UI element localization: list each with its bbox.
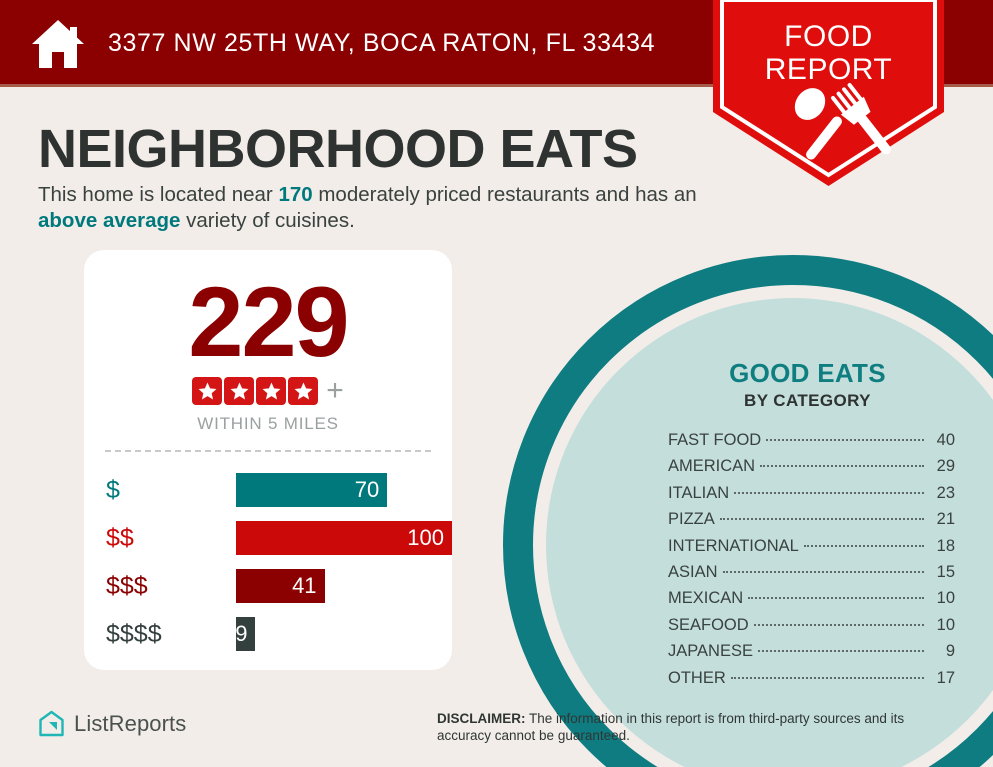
category-count: 18 xyxy=(936,536,955,555)
category-list: FAST FOOD 40 AMERICAN 29 ITALIAN 23 PIZZA 21 INT… xyxy=(660,431,955,695)
leader-dots xyxy=(734,491,924,494)
food-report-badge: FOOD REPORT xyxy=(713,0,944,186)
category-count: 21 xyxy=(936,510,955,529)
chart-row: $$ 100 xyxy=(106,514,452,562)
star-icon xyxy=(224,377,255,405)
category-label: INTERNATIONAL xyxy=(668,536,799,555)
category-label: MEXICAN xyxy=(668,589,744,608)
category-count: 17 xyxy=(936,668,955,687)
plus-sign: + xyxy=(326,374,344,407)
bar-track: 70 xyxy=(236,473,452,507)
category-count: 15 xyxy=(936,562,955,581)
category-row: OTHER 17 xyxy=(660,669,955,695)
category-row: SEAFOOD 10 xyxy=(660,616,955,642)
star-glyph xyxy=(230,382,249,400)
subtitle-highlight-variety: above average xyxy=(38,209,181,232)
bar-value: 100 xyxy=(236,521,452,555)
disclaimer-label: DISCLAIMER: xyxy=(437,711,526,726)
category-count: 29 xyxy=(936,457,955,476)
category-label: AMERICAN xyxy=(668,457,756,476)
subtitle-highlight-count: 170 xyxy=(278,183,313,206)
category-label: OTHER xyxy=(668,668,726,687)
category-label: PIZZA xyxy=(668,510,715,529)
category-count: 9 xyxy=(945,642,955,661)
bar-track: 100 xyxy=(236,521,452,555)
price-tier-label: $$$$ xyxy=(106,619,162,648)
subtitle-text-1: This home is located near xyxy=(38,183,279,206)
disclaimer: DISCLAIMER: The information in this repo… xyxy=(437,711,957,744)
price-tier-label: $$$ xyxy=(106,571,148,600)
leader-dots xyxy=(753,623,924,626)
subtitle-text-2: moderately priced restaurants and has an xyxy=(312,183,697,206)
leader-dots xyxy=(722,570,924,573)
good-eats-panel: GOOD EATS BY CATEGORY FAST FOOD 40 AMERICA… xyxy=(660,358,955,695)
category-row: ITALIAN 23 xyxy=(660,484,955,510)
leader-dots xyxy=(760,465,924,468)
category-count: 23 xyxy=(936,483,955,502)
category-row: FAST FOOD 40 xyxy=(660,431,955,457)
house-icon xyxy=(32,19,84,68)
header-content: 3377 NW 25TH WAY, BOCA RATON, FL 33434 xyxy=(0,0,655,87)
page-subtitle: This home is located near 170 moderately… xyxy=(38,182,698,234)
leader-dots xyxy=(757,650,924,653)
bar-value: 41 xyxy=(236,569,325,603)
restaurant-count: 229 xyxy=(188,266,349,377)
leader-dots xyxy=(766,439,924,441)
category-count: 10 xyxy=(936,615,955,634)
category-label: ITALIAN xyxy=(668,483,730,502)
category-label: JAPANESE xyxy=(668,642,753,661)
good-eats-subtitle: BY CATEGORY xyxy=(744,391,871,410)
property-address: 3377 NW 25TH WAY, BOCA RATON, FL 33434 xyxy=(108,29,656,57)
category-label: FAST FOOD xyxy=(668,431,762,449)
category-row: PIZZA 21 xyxy=(660,510,955,536)
category-count: 10 xyxy=(936,589,955,608)
category-row: JAPANESE 9 xyxy=(660,642,955,668)
leader-dots xyxy=(803,544,924,547)
leader-dots xyxy=(719,518,924,521)
radius-label: WITHIN 5 MILES xyxy=(197,414,339,433)
chart-row: $$$ 41 xyxy=(106,562,452,610)
leader-dots xyxy=(730,676,924,679)
star-glyph xyxy=(262,382,281,400)
star-glyph xyxy=(294,382,313,400)
bar-value: 9 xyxy=(235,617,256,651)
subtitle-text-3: variety of cuisines. xyxy=(180,209,355,232)
star-rating: + xyxy=(84,374,452,407)
category-row: ASIAN 15 xyxy=(660,563,955,589)
bar-track: 41 xyxy=(236,569,452,603)
category-row: AMERICAN 29 xyxy=(660,457,955,483)
price-tier-label: $$ xyxy=(106,523,134,552)
leader-dots xyxy=(748,597,924,600)
badge-shape xyxy=(713,0,944,186)
star-icon xyxy=(288,377,319,405)
category-row: MEXICAN 10 xyxy=(660,589,955,615)
star-glyph xyxy=(198,382,217,400)
good-eats-title: GOOD EATS xyxy=(729,358,886,388)
category-label: SEAFOOD xyxy=(668,615,749,634)
price-tier-chart: $ 70 $$ 100 $$$ 41 $$$$ 9 xyxy=(84,466,452,658)
listreports-logo[interactable]: ListReports xyxy=(38,710,186,738)
spoon-fork-icon xyxy=(794,83,891,160)
star-icon xyxy=(256,377,287,405)
category-count: 40 xyxy=(936,431,955,449)
logo-text: ListReports xyxy=(74,711,187,736)
chart-row: $ 70 xyxy=(106,466,452,514)
category-label: ASIAN xyxy=(668,562,718,581)
page-title: NEIGHBORHOOD EATS xyxy=(38,119,638,179)
bar-track: 9 xyxy=(235,617,452,651)
category-row: INTERNATIONAL 18 xyxy=(660,537,955,563)
bar-value: 70 xyxy=(236,473,388,507)
disclaimer-text: The information in this report is from t… xyxy=(437,711,905,743)
card-divider xyxy=(105,450,431,452)
restaurant-stats-card: 229 + WITHIN 5 MILES $ 70 xyxy=(84,250,452,670)
price-tier-label: $ xyxy=(106,475,120,504)
listreports-house-icon xyxy=(39,710,64,737)
star-icon xyxy=(192,377,223,405)
chart-row: $$$$ 9 xyxy=(106,610,452,658)
